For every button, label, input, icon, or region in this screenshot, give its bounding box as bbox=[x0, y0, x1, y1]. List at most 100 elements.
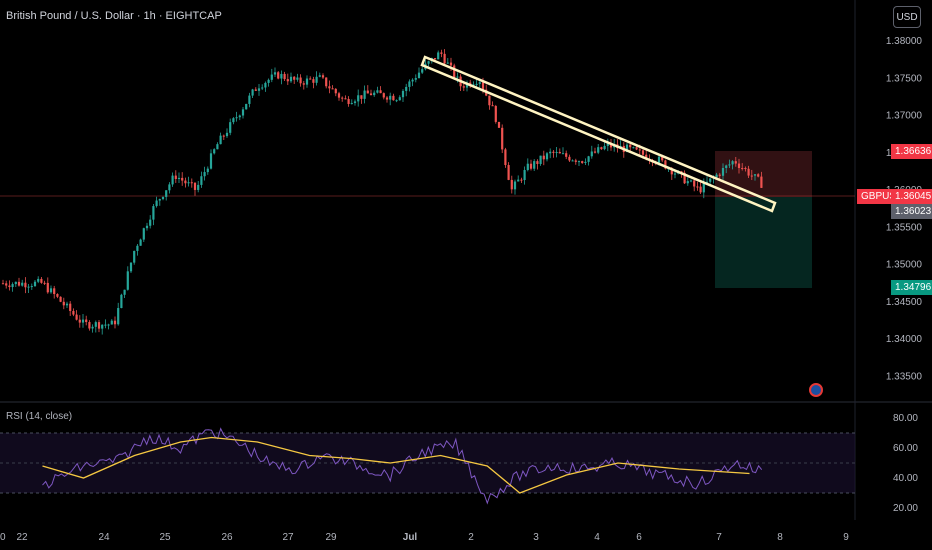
price-tick-label: 1.35000 bbox=[886, 260, 923, 271]
time-tick-label: 6 bbox=[636, 532, 642, 543]
candle-body bbox=[462, 86, 465, 88]
candle-body bbox=[385, 97, 389, 100]
candle-body bbox=[753, 174, 757, 176]
candle-body bbox=[17, 281, 21, 286]
candle-body bbox=[213, 149, 216, 154]
candle-body bbox=[449, 62, 453, 66]
candle-body bbox=[638, 149, 641, 151]
stop-price-tag: 1.36636 bbox=[891, 144, 932, 159]
candle-body bbox=[283, 73, 286, 80]
candle-body bbox=[49, 288, 53, 293]
trendline[interactable] bbox=[420, 55, 777, 213]
candle-body bbox=[168, 184, 171, 191]
candle-body bbox=[750, 175, 753, 177]
candle-body bbox=[421, 69, 424, 73]
candle-body bbox=[126, 271, 129, 290]
candle-body bbox=[734, 161, 737, 164]
candle-body bbox=[437, 52, 440, 60]
candle-body bbox=[408, 81, 411, 87]
candle-body bbox=[488, 95, 491, 106]
chart-title: British Pound / U.S. Dollar · 1h · EIGHT… bbox=[6, 10, 222, 22]
candle-body bbox=[325, 77, 328, 87]
candle-body bbox=[225, 132, 229, 137]
candle-body bbox=[731, 161, 734, 165]
target-zone[interactable] bbox=[715, 197, 812, 288]
candle-body bbox=[405, 86, 408, 91]
candle-body bbox=[149, 219, 152, 226]
candle-body bbox=[280, 73, 283, 79]
time-tick-label: 9 bbox=[843, 532, 849, 543]
candle-body bbox=[757, 174, 760, 177]
candle-body bbox=[504, 149, 507, 166]
candle-body bbox=[110, 320, 113, 325]
candle-body bbox=[318, 75, 321, 77]
price-tick-label: 1.33500 bbox=[886, 371, 923, 382]
candle-body bbox=[187, 182, 190, 184]
candle-body bbox=[453, 65, 456, 78]
us-flag-icon[interactable] bbox=[809, 383, 823, 397]
candle-body bbox=[85, 319, 88, 323]
candle-body bbox=[91, 326, 94, 329]
candle-body bbox=[59, 296, 62, 302]
candle-body bbox=[97, 322, 101, 329]
candle-body bbox=[632, 147, 635, 149]
candle-body bbox=[270, 74, 273, 80]
candle-body bbox=[190, 182, 193, 184]
candle-body bbox=[129, 262, 133, 272]
candle-body bbox=[193, 182, 197, 190]
time-tick-label: 26 bbox=[221, 532, 233, 543]
stop-zone[interactable] bbox=[715, 151, 812, 197]
candle-body bbox=[440, 52, 443, 54]
candle-body bbox=[593, 151, 597, 153]
candle-body bbox=[760, 176, 763, 188]
candle-body bbox=[417, 72, 421, 79]
candle-body bbox=[46, 282, 49, 293]
candle-body bbox=[139, 239, 142, 246]
candle-body bbox=[577, 161, 581, 163]
candle-body bbox=[273, 72, 277, 75]
candle-body bbox=[337, 93, 341, 98]
candle-body bbox=[245, 103, 248, 110]
candle-body bbox=[232, 118, 235, 123]
candle-body bbox=[117, 308, 120, 325]
candle-body bbox=[709, 178, 712, 182]
candle-body bbox=[446, 62, 449, 64]
time-tick-label: 27 bbox=[282, 532, 294, 543]
candle-body bbox=[689, 180, 693, 182]
candle-body bbox=[536, 161, 539, 164]
candle-body bbox=[197, 184, 200, 190]
candle-body bbox=[53, 288, 56, 295]
candle-body bbox=[344, 98, 347, 100]
candle-body bbox=[657, 156, 661, 163]
last-price-tag: 1.36045 bbox=[891, 189, 932, 204]
candle-body bbox=[328, 86, 331, 89]
price-tick-label: 1.37500 bbox=[886, 73, 923, 84]
candle-body bbox=[542, 155, 545, 160]
currency-button[interactable]: USD bbox=[893, 6, 921, 28]
candle-body bbox=[229, 122, 232, 133]
candle-body bbox=[366, 90, 369, 94]
target-price-tag: 1.34796 bbox=[891, 280, 932, 295]
candle-body bbox=[309, 78, 312, 80]
candle-body bbox=[315, 76, 318, 83]
candle-body bbox=[30, 286, 33, 288]
candle-body bbox=[72, 310, 75, 315]
candle-body bbox=[8, 285, 11, 288]
candles bbox=[1, 49, 763, 335]
candle-body bbox=[737, 163, 741, 169]
candle-body bbox=[14, 281, 17, 285]
candle-body bbox=[133, 250, 136, 263]
candle-body bbox=[398, 97, 401, 101]
rsi-tick-label: 60.00 bbox=[893, 443, 918, 454]
candle-body bbox=[590, 151, 593, 157]
candle-body bbox=[158, 199, 161, 201]
candle-body bbox=[78, 319, 81, 323]
candle-body bbox=[69, 303, 72, 311]
candle-body bbox=[629, 144, 632, 148]
candle-body bbox=[350, 103, 353, 105]
candle-body bbox=[491, 105, 494, 107]
candle-body bbox=[277, 72, 280, 79]
candle-body bbox=[510, 179, 513, 190]
candle-body bbox=[581, 161, 584, 163]
